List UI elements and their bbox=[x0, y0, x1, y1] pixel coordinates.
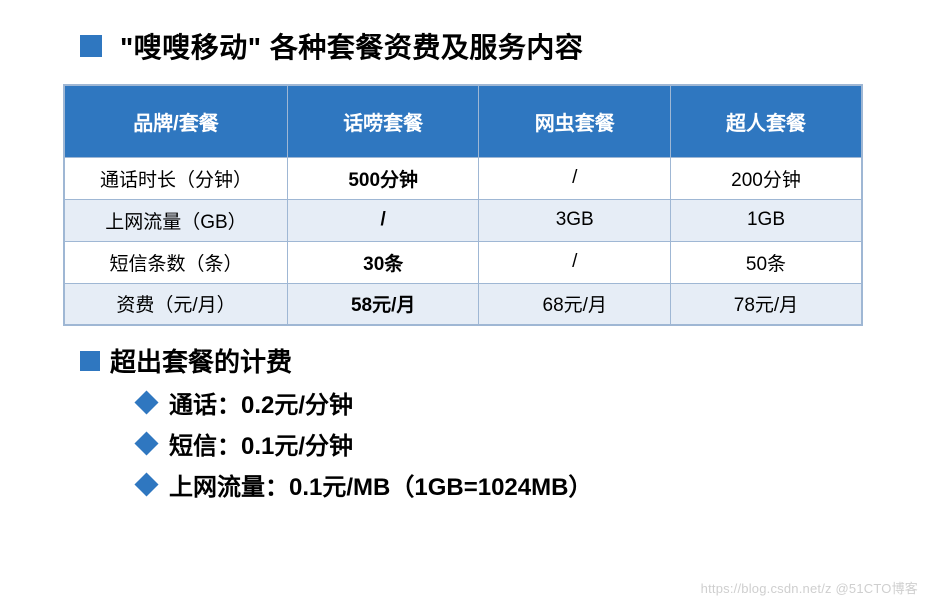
cell: 200分钟 bbox=[670, 157, 862, 199]
cell: 1GB bbox=[670, 199, 862, 241]
table-header: 网虫套餐 bbox=[479, 85, 671, 157]
cell: 78元/月 bbox=[670, 283, 862, 325]
overage-title-row: 超出套餐的计费 bbox=[80, 342, 926, 379]
overage-item: 短信：0.1元/分钟 bbox=[138, 426, 926, 461]
table-header: 话唠套餐 bbox=[287, 85, 479, 157]
row-label: 通话时长（分钟） bbox=[64, 157, 287, 199]
table-header: 超人套餐 bbox=[670, 85, 862, 157]
table-row: 通话时长（分钟） 500分钟 / 200分钟 bbox=[64, 157, 862, 199]
table-row: 资费（元/月） 58元/月 68元/月 78元/月 bbox=[64, 283, 862, 325]
cell: 30条 bbox=[287, 241, 479, 283]
overage-item: 上网流量：0.1元/MB（1GB=1024MB） bbox=[138, 467, 926, 502]
cell: 58元/月 bbox=[287, 283, 479, 325]
cell: / bbox=[479, 157, 671, 199]
table-header: 品牌/套餐 bbox=[64, 85, 287, 157]
square-bullet-icon bbox=[80, 35, 102, 57]
cell: 50条 bbox=[670, 241, 862, 283]
overage-item-text: 短信：0.1元/分钟 bbox=[169, 426, 353, 461]
overage-title: 超出套餐的计费 bbox=[110, 342, 292, 379]
overage-block: 超出套餐的计费 通话：0.2元/分钟 短信：0.1元/分钟 上网流量：0.1元/… bbox=[80, 342, 926, 502]
row-label: 上网流量（GB） bbox=[64, 199, 287, 241]
overage-item: 通话：0.2元/分钟 bbox=[138, 385, 926, 420]
table-header-row: 品牌/套餐 话唠套餐 网虫套餐 超人套餐 bbox=[64, 85, 862, 157]
overage-item-text: 通话：0.2元/分钟 bbox=[169, 385, 353, 420]
watermark-text: https://blog.csdn.net/z @51CTO博客 bbox=[701, 578, 918, 597]
row-label: 短信条数（条） bbox=[64, 241, 287, 283]
square-bullet-icon bbox=[80, 351, 100, 371]
cell: / bbox=[479, 241, 671, 283]
diamond-bullet-icon bbox=[134, 431, 158, 455]
cell: / bbox=[287, 199, 479, 241]
cell: 68元/月 bbox=[479, 283, 671, 325]
cell: 500分钟 bbox=[287, 157, 479, 199]
row-label: 资费（元/月） bbox=[64, 283, 287, 325]
main-title-row: "嗖嗖移动" 各种套餐资费及服务内容 bbox=[80, 26, 926, 66]
diamond-bullet-icon bbox=[134, 472, 158, 496]
main-title: "嗖嗖移动" 各种套餐资费及服务内容 bbox=[120, 26, 583, 66]
table-row: 上网流量（GB） / 3GB 1GB bbox=[64, 199, 862, 241]
cell: 3GB bbox=[479, 199, 671, 241]
overage-item-text: 上网流量：0.1元/MB（1GB=1024MB） bbox=[169, 467, 592, 502]
plan-table: 品牌/套餐 话唠套餐 网虫套餐 超人套餐 通话时长（分钟） 500分钟 / 20… bbox=[63, 84, 863, 326]
table-row: 短信条数（条） 30条 / 50条 bbox=[64, 241, 862, 283]
diamond-bullet-icon bbox=[134, 390, 158, 414]
plan-table-wrap: 品牌/套餐 话唠套餐 网虫套餐 超人套餐 通话时长（分钟） 500分钟 / 20… bbox=[63, 84, 863, 326]
